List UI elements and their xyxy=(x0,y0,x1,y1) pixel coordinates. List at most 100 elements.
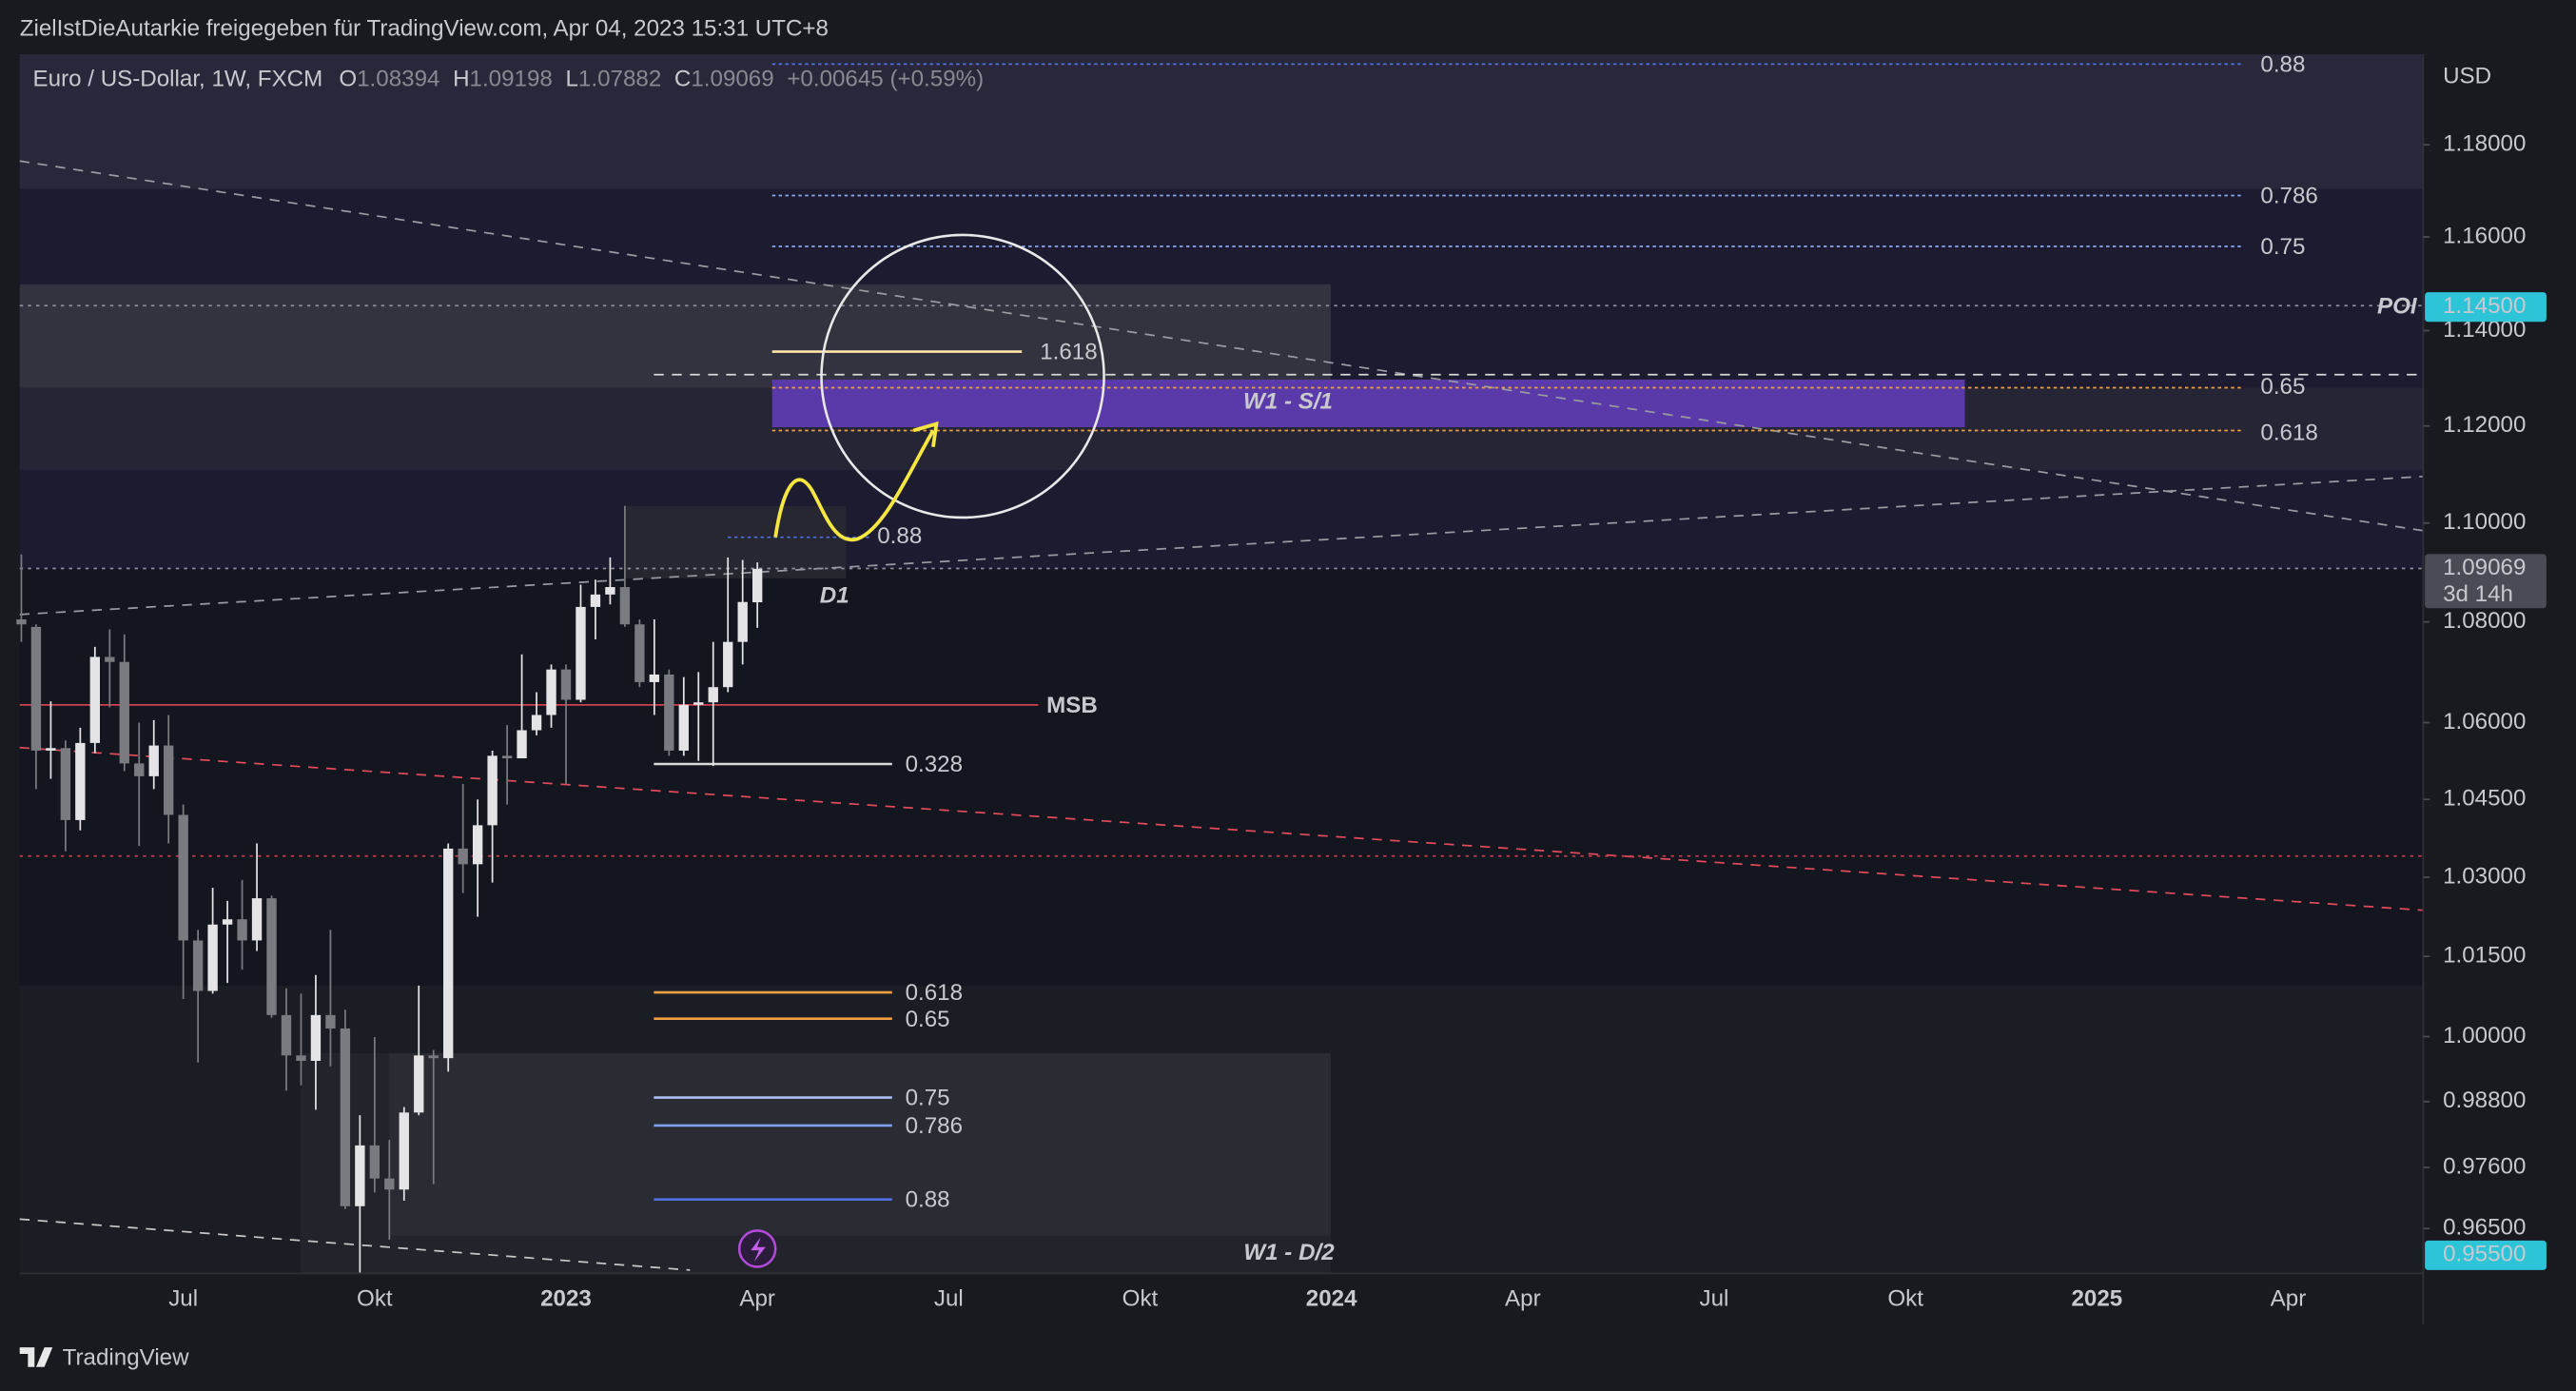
drawing-label: 0.88 xyxy=(877,523,922,549)
candle-body xyxy=(399,1112,409,1190)
bottom-tag-label: 0.95500 xyxy=(2443,1242,2526,1267)
x-tick-label: Apr xyxy=(739,1285,775,1311)
brand-logo xyxy=(19,1347,53,1367)
candle-body xyxy=(501,755,513,759)
ohlc-value: 1.08394 xyxy=(357,67,439,92)
ohlc-key: O xyxy=(339,67,357,92)
trend-line xyxy=(19,160,2424,532)
candle-body xyxy=(16,619,27,625)
candle-body xyxy=(30,626,42,751)
y-tick-label: 1.06000 xyxy=(2443,709,2526,735)
candle-body xyxy=(60,748,71,820)
drawing-label: 1.618 xyxy=(1040,340,1097,365)
legend: Euro / US-Dollar, 1W, FXCM O1.08394 H1.0… xyxy=(33,67,985,92)
candle-body xyxy=(75,742,86,820)
candle-body xyxy=(605,587,615,595)
brand[interactable]: TradingView xyxy=(19,1345,189,1371)
x-tick-label: Okt xyxy=(1122,1285,1159,1311)
drawing-label: 0.328 xyxy=(906,752,963,777)
change: +0.00645 (+0.59%) xyxy=(787,67,984,92)
candle-body xyxy=(207,924,218,991)
candle-body xyxy=(414,1055,424,1113)
y-tick-label: 1.18000 xyxy=(2443,131,2526,157)
y-tick-label: 1.00000 xyxy=(2443,1023,2526,1048)
price-tag-label: 1.09069 xyxy=(2443,555,2526,580)
candle-body xyxy=(560,669,572,700)
candle-body xyxy=(517,730,527,759)
y-tick-label: 1.04500 xyxy=(2443,786,2526,812)
poi-tag-label: 1.14500 xyxy=(2443,293,2526,319)
drawing-label: W1 - D/2 xyxy=(1243,1240,1335,1265)
candle-body xyxy=(222,919,233,925)
drawing-label: POI xyxy=(2377,293,2418,319)
drawing-label: 0.786 xyxy=(2260,184,2317,209)
candle-body xyxy=(178,814,188,941)
drawing-label: 0.75 xyxy=(906,1086,950,1111)
drawing-label: 0.618 xyxy=(2260,420,2317,445)
zone-top xyxy=(19,53,2424,189)
candle-body xyxy=(693,702,704,705)
candle-body xyxy=(649,674,660,682)
bottom-tag xyxy=(2425,1240,2547,1270)
ohlc-key: L xyxy=(566,67,578,92)
x-tick-label: Okt xyxy=(357,1285,393,1311)
candle-body xyxy=(619,587,631,625)
drawing-label: 0.65 xyxy=(2260,374,2305,400)
y-tick-label: 0.96500 xyxy=(2443,1215,2526,1241)
candle-body xyxy=(325,1014,336,1029)
drawing-label: 0.618 xyxy=(906,980,963,1006)
candle-body xyxy=(251,898,263,941)
countdown: 3d 14h xyxy=(2443,581,2513,607)
y-tick-label: 1.03000 xyxy=(2443,863,2526,889)
candle-body xyxy=(723,641,733,688)
candles xyxy=(16,505,763,1294)
candle-body xyxy=(546,669,556,715)
x-tick-label: Okt xyxy=(1887,1285,1923,1311)
alert-bolt xyxy=(751,1237,766,1263)
x-tick-label: 2023 xyxy=(540,1285,592,1311)
candle-body xyxy=(576,606,586,700)
y-tick-label: 0.98800 xyxy=(2443,1087,2526,1113)
candle-body xyxy=(678,704,689,751)
s1-zone xyxy=(771,379,1965,427)
y-axis-panel xyxy=(2423,53,2576,1324)
x-tick-label: Jul xyxy=(1700,1285,1729,1311)
drawing-label: D1 xyxy=(820,582,849,608)
candle-body xyxy=(708,687,718,703)
x-tick-label: Jul xyxy=(168,1285,198,1311)
x-tick-label: Apr xyxy=(1505,1285,1541,1311)
d1-box xyxy=(624,505,847,578)
symbol: Euro / US-Dollar, 1W, FXCM xyxy=(33,67,323,92)
candle-body xyxy=(281,1014,292,1056)
x-tick-label: Apr xyxy=(2271,1285,2307,1311)
x-tick-label: Jul xyxy=(934,1285,964,1311)
drawing-label: MSB xyxy=(1046,693,1098,718)
y-tick-label: 1.16000 xyxy=(2443,223,2526,248)
candle-body xyxy=(134,763,145,776)
candle-body xyxy=(590,594,601,607)
target-circle xyxy=(820,233,1105,519)
candle-body xyxy=(458,848,468,865)
trend-line xyxy=(19,475,2424,616)
candle-body xyxy=(296,1055,306,1061)
ohlc-key: C xyxy=(674,67,691,92)
ohlc-value: 1.07882 xyxy=(578,67,661,92)
candle-body xyxy=(148,745,159,776)
candle-body xyxy=(443,848,454,1059)
y-tick-label: 1.12000 xyxy=(2443,412,2526,438)
candle-body xyxy=(634,624,645,682)
candle-body xyxy=(89,656,101,743)
trend-line xyxy=(19,1218,691,1271)
projection-arrow xyxy=(773,421,939,542)
ohlc-value: 1.09069 xyxy=(691,67,773,92)
poi-tag xyxy=(2425,292,2547,323)
candle-body xyxy=(310,1014,322,1061)
candle-body xyxy=(737,601,748,642)
candle-body xyxy=(428,1055,439,1059)
zone-box-inner xyxy=(389,1052,1331,1236)
y-tick-label: 0.97600 xyxy=(2443,1153,2526,1179)
candle-body xyxy=(369,1145,381,1179)
price-tag xyxy=(2425,554,2547,609)
candle-body xyxy=(46,748,56,751)
